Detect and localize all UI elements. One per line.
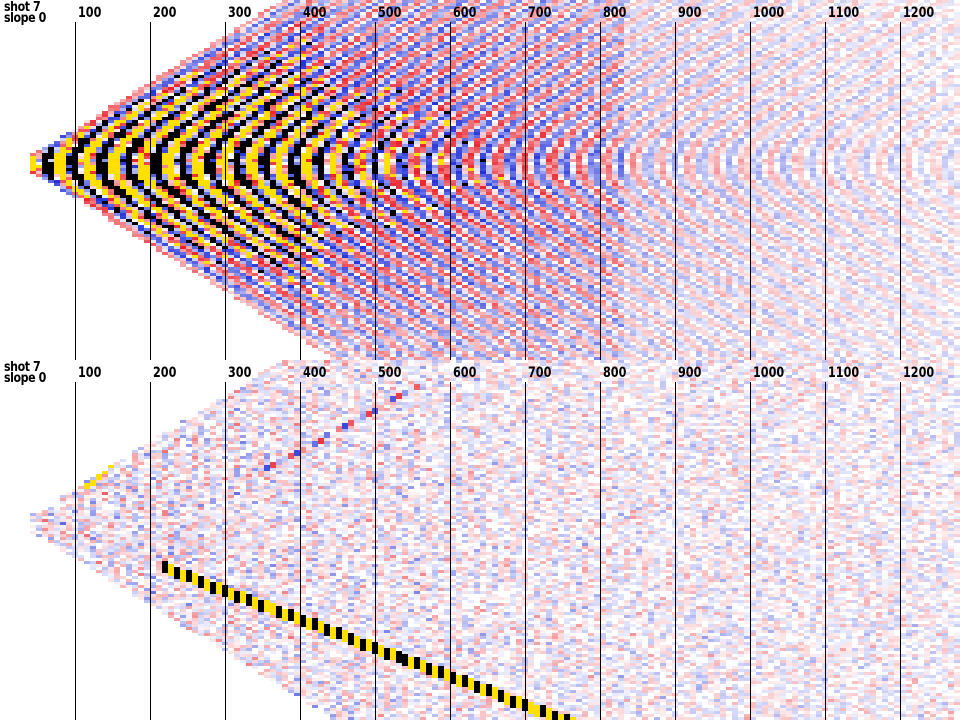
panel-top: shot 7 slope 0 100 200 300 400 500 600 700 800 9… xyxy=(4,0,960,360)
tick-label-1200: 1200 xyxy=(903,365,934,381)
panel-label-top: shot 7 slope 0 xyxy=(4,1,46,25)
tick-label-500: 500 xyxy=(378,5,401,21)
wavefield-image-bottom xyxy=(30,360,960,720)
slope-label: slope 0 xyxy=(4,372,46,385)
tick-label-1000: 1000 xyxy=(753,365,784,381)
tick-label-900: 900 xyxy=(678,365,701,381)
tick-label-700: 700 xyxy=(528,365,551,381)
wavefield-image-top xyxy=(30,0,960,360)
tick-label-1100: 1100 xyxy=(828,5,859,21)
slope-label: slope 0 xyxy=(4,12,46,25)
tick-label-900: 900 xyxy=(678,5,701,21)
tick-label-700: 700 xyxy=(528,5,551,21)
tick-label-600: 600 xyxy=(453,5,476,21)
tick-label-1100: 1100 xyxy=(828,365,859,381)
shot-label: shot 7 xyxy=(4,1,46,14)
panel-bottom: shot 7 slope 0 100 200 300 400 500 600 700 800 9… xyxy=(0,360,960,720)
tick-label-300: 300 xyxy=(228,365,251,381)
tick-label-400: 400 xyxy=(303,365,326,381)
tick-label-800: 800 xyxy=(603,365,626,381)
tick-label-600: 600 xyxy=(453,365,476,381)
tick-label-200: 200 xyxy=(153,5,176,21)
tick-label-100: 100 xyxy=(78,5,101,21)
tick-label-500: 500 xyxy=(378,365,401,381)
tick-label-100: 100 xyxy=(78,365,101,381)
tick-label-1200: 1200 xyxy=(903,5,934,21)
panel-label-bottom: shot 7 slope 0 xyxy=(4,361,46,385)
tick-label-300: 300 xyxy=(228,5,251,21)
tick-label-200: 200 xyxy=(153,365,176,381)
tick-label-400: 400 xyxy=(303,5,326,21)
shot-label: shot 7 xyxy=(4,361,46,374)
tick-label-800: 800 xyxy=(603,5,626,21)
tick-label-1000: 1000 xyxy=(753,5,784,21)
